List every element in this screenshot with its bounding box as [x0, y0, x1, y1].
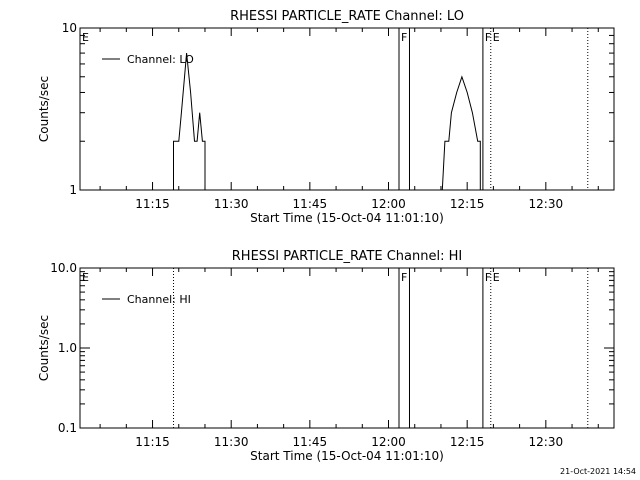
series-line [173, 53, 206, 190]
x-tick-label: 11:30 [214, 435, 249, 449]
flag-label: E [493, 31, 500, 44]
chart-title: RHESSI PARTICLE_RATE Channel: HI [232, 249, 462, 264]
legend-label: Channel: LO [127, 53, 194, 66]
y-axis-label: Counts/sec [37, 315, 51, 381]
flag-label: F [485, 31, 491, 44]
x-tick-label: 12:15 [450, 197, 485, 211]
flag-label: E [493, 271, 500, 284]
plot-frame [79, 27, 615, 191]
x-tick-label: 11:30 [214, 197, 249, 211]
x-tick-label: 11:45 [293, 435, 328, 449]
flag-label: F [485, 271, 491, 284]
x-tick-label: 12:00 [371, 435, 406, 449]
y-axis-label: Counts/sec [37, 76, 51, 142]
y-tick-label: 0.1 [58, 421, 77, 435]
y-tick-label: 1.0 [58, 341, 77, 355]
flag-label: E [82, 271, 89, 284]
x-tick-label: 12:30 [529, 197, 564, 211]
chart-title: RHESSI PARTICLE_RATE Channel: LO [230, 9, 464, 24]
x-tick-label: 12:30 [529, 435, 564, 449]
y-tick-label: 10 [62, 21, 77, 35]
x-axis-label: Start Time (15-Oct-04 11:01:10) [250, 449, 444, 463]
x-axis-label: Start Time (15-Oct-04 11:01:10) [250, 211, 444, 225]
legend-label: Channel: HI [127, 293, 191, 306]
plot-timestamp: 21-Oct-2021 14:54 [560, 467, 636, 476]
x-tick-label: 11:45 [293, 197, 328, 211]
y-tick-label: 10.0 [50, 261, 77, 275]
x-tick-label: 11:15 [135, 197, 170, 211]
flag-label: F [401, 31, 407, 44]
series-line [441, 75, 481, 191]
chart-panel-2: RHESSI PARTICLE_RATE Channel: HI 0.1 1.0 10… [37, 249, 615, 463]
x-tick-label: 11:15 [135, 435, 170, 449]
y-tick-label: 1 [69, 183, 77, 197]
flag-label: E [82, 31, 89, 44]
chart-panel-1: RHESSI PARTICLE_RATE Channel: LO 1 10 Count… [37, 9, 615, 225]
flag-label: F [401, 271, 407, 284]
x-tick-label: 12:15 [450, 435, 485, 449]
x-tick-label: 12:00 [371, 197, 406, 211]
plot-frame [79, 267, 615, 429]
